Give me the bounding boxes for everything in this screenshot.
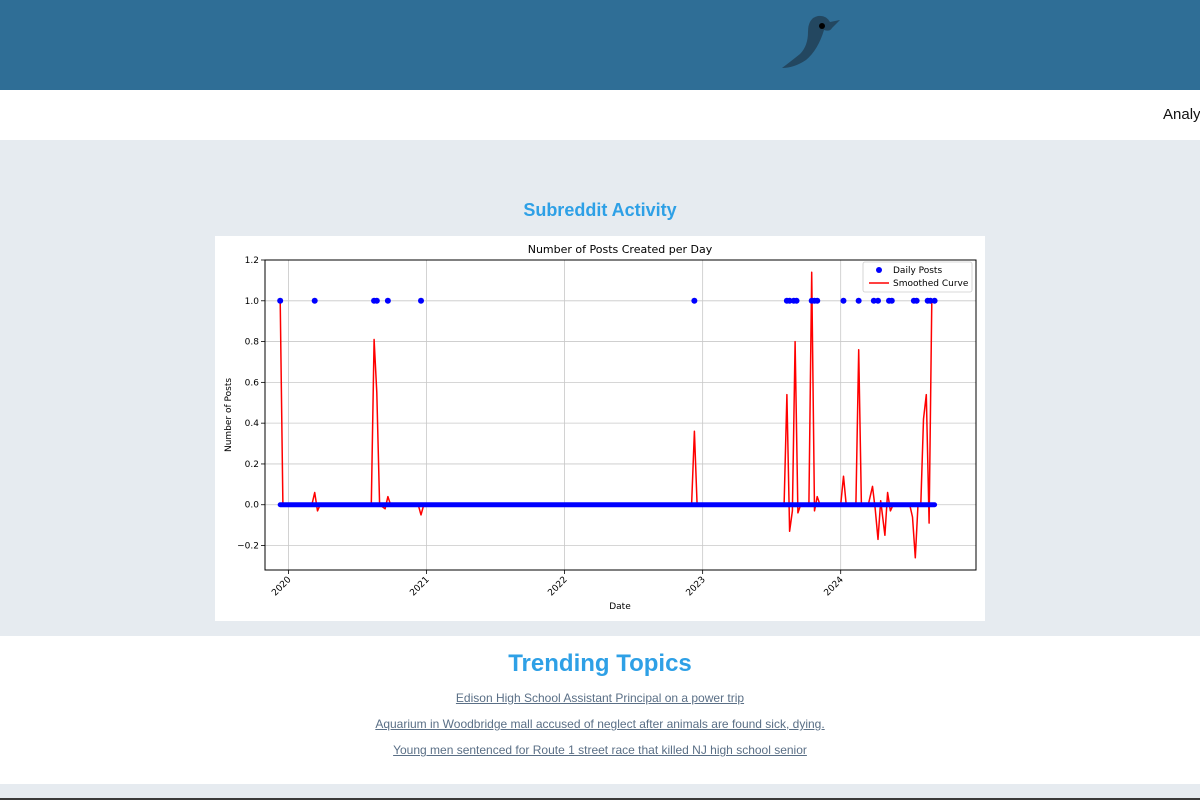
- y-tick-label: 1.0: [245, 297, 260, 307]
- x-tick-label: 2023: [684, 575, 707, 598]
- y-tick-label: 0.4: [245, 419, 260, 429]
- activity-chart-card: −0.2 0.0 0.2 0.4 0.6 0.8 1.0 1.2 2020 2021 2022 20…: [215, 236, 985, 621]
- y-tick-label: 0.2: [245, 460, 259, 470]
- posts-per-day-chart: −0.2 0.0 0.2 0.4 0.6 0.8 1.0 1.2 2020 2021 2022 20…: [224, 243, 977, 612]
- daily-post-point: [373, 297, 380, 304]
- legend-marker-daily-posts: [876, 267, 882, 273]
- x-axis-label: Date: [609, 602, 631, 612]
- plot-frame: [264, 259, 977, 571]
- daily-post-point: [870, 297, 877, 304]
- y-tick-label: 1.2: [245, 256, 259, 266]
- x-tick-label: 2020: [270, 575, 293, 598]
- daily-post-point: [814, 297, 821, 304]
- topic-link[interactable]: Young men sentenced for Route 1 street r…: [393, 743, 807, 757]
- daily-post-point: [888, 297, 895, 304]
- topic-link[interactable]: Aquarium in Woodbridge mall accused of n…: [375, 717, 825, 731]
- daily-post-point: [931, 297, 938, 304]
- top-nav: Analyt: [0, 90, 1200, 140]
- daily-post-point: [691, 297, 698, 304]
- app-header: [0, 0, 1200, 90]
- daily-post-point: [913, 297, 920, 304]
- daily-post-point: [384, 297, 391, 304]
- daily-post-point: [277, 297, 284, 304]
- smoothed-curve-line: [279, 271, 935, 559]
- y-tick-label: 0.8: [245, 338, 260, 348]
- y-tick-label: 0.0: [245, 501, 260, 511]
- nav-item-analytics[interactable]: Analyt: [1163, 106, 1200, 123]
- footer-strip: [0, 784, 1200, 800]
- chart-legend: Daily Posts Smoothed Curve: [862, 261, 973, 293]
- daily-post-point: [840, 297, 847, 304]
- daily-post-point: [793, 297, 800, 304]
- legend-label-daily-posts: Daily Posts: [893, 266, 942, 276]
- daily-post-point: [927, 297, 934, 304]
- trending-title: Trending Topics: [508, 650, 692, 677]
- subreddit-activity-section: Subreddit Activity −0.2 0.0 0.2 0.4 0.6 0.8 1.…: [0, 140, 1200, 636]
- x-tick-label: 2022: [546, 575, 569, 598]
- y-tick-label: 0.6: [245, 378, 260, 388]
- topic-link[interactable]: Edison High School Assistant Principal o…: [455, 691, 745, 705]
- y-axis-label: Number of Posts: [224, 378, 234, 452]
- trending-topics-section: Trending Topics Edison High School Assis…: [0, 636, 1200, 784]
- bird-icon[interactable]: [778, 10, 844, 72]
- daily-post-point: [855, 297, 862, 304]
- daily-post-point: [874, 297, 881, 304]
- y-tick-label: −0.2: [237, 542, 259, 552]
- activity-title: Subreddit Activity: [523, 200, 677, 220]
- x-tick-label: 2021: [408, 575, 431, 598]
- daily-post-point: [311, 297, 318, 304]
- daily-post-point: [418, 297, 425, 304]
- x-tick-label: 2024: [823, 575, 846, 598]
- legend-label-smoothed-curve: Smoothed Curve: [893, 279, 969, 289]
- daily-post-point: [786, 297, 793, 304]
- chart-title: Number of Posts Created per Day: [528, 243, 713, 256]
